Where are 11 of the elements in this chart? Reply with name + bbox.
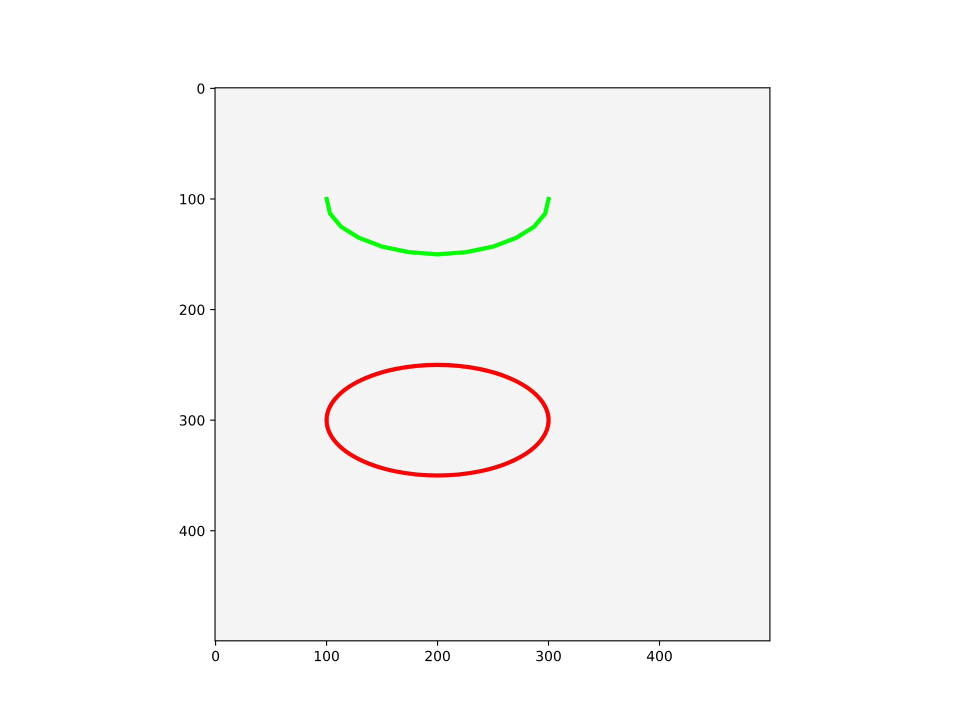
x-tick-label: 100 <box>314 650 339 662</box>
x-tick-label: 0 <box>212 650 220 662</box>
y-tick-label: 100 <box>180 194 204 204</box>
x-tick-label: 200 <box>425 650 450 662</box>
x-tick-label: 400 <box>646 650 672 662</box>
y-tick-label: 200 <box>180 304 204 316</box>
line-series <box>324 196 551 256</box>
y-tick-label: 300 <box>180 415 204 426</box>
y-tick-label: 400 <box>179 526 204 536</box>
y-tick-label: 0 <box>197 83 204 94</box>
x-tick-label: 300 <box>536 650 561 662</box>
